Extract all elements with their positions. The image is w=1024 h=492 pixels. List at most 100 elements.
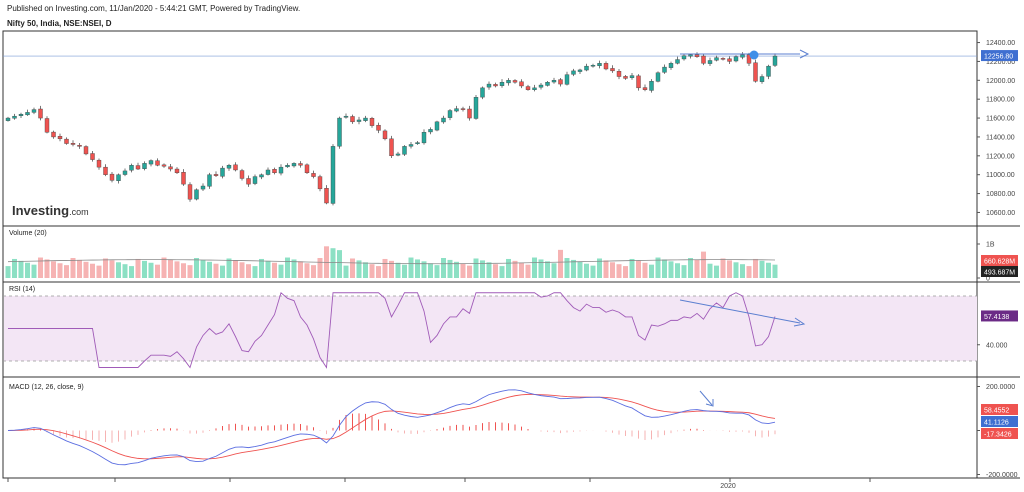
volume-bar — [681, 265, 687, 278]
volume-bar — [467, 265, 472, 278]
candle-body — [473, 97, 479, 119]
candle-body — [727, 58, 732, 62]
candle-body — [649, 81, 654, 91]
volume-bar — [668, 261, 674, 278]
candle-body — [467, 108, 472, 119]
volume-bar — [772, 264, 778, 278]
volume-last-badge: 493.687M — [984, 270, 1015, 277]
macd-hist-badge: -17.3426 — [984, 432, 1012, 439]
volume-bar — [688, 258, 693, 278]
volume-bar — [649, 264, 654, 278]
volume-bar — [103, 258, 108, 278]
candle-body — [551, 80, 557, 83]
candle-body — [538, 84, 544, 88]
volume-bar — [187, 265, 193, 278]
candle-body — [759, 76, 765, 82]
candle-body — [181, 172, 186, 185]
volume-bar — [129, 266, 134, 278]
volume-bar — [285, 257, 290, 278]
volume-bar — [402, 264, 407, 278]
volume-bar — [532, 257, 537, 278]
macd-line — [7, 389, 776, 466]
volume-ma-badge-bg — [981, 255, 1018, 266]
candle-body — [83, 146, 89, 155]
candle-body — [142, 163, 147, 169]
candle-body — [512, 80, 518, 83]
macd-value-badge: 41.1126 — [984, 420, 1009, 427]
volume-bar — [480, 260, 485, 278]
candle-body — [109, 173, 115, 181]
candle-body — [655, 72, 661, 82]
volume-bar — [746, 266, 752, 278]
volume-bar — [675, 263, 680, 278]
last-price-badge: 12256.80 — [984, 54, 1013, 61]
volume-bar — [636, 260, 641, 278]
rsi-value-badge-bg — [981, 310, 1018, 322]
logo-main: Investing — [12, 203, 70, 218]
volume-bar — [291, 259, 297, 278]
candle-body — [545, 81, 550, 86]
candle-body — [733, 56, 739, 62]
volume-bar — [25, 262, 30, 278]
volume-bar — [252, 266, 258, 278]
volume-bar — [571, 259, 576, 278]
volume-bar — [441, 258, 446, 278]
volume-bar — [83, 261, 89, 278]
volume-bar — [525, 264, 531, 278]
candle-body — [525, 86, 531, 90]
volume-bar — [194, 258, 199, 278]
volume-bar — [207, 261, 212, 278]
candle-body — [207, 174, 212, 187]
volume-bar — [304, 263, 310, 278]
volume-bar — [64, 265, 69, 278]
candle-body — [369, 118, 375, 126]
volume-bar — [623, 266, 628, 278]
volume-last-badge-bg — [981, 266, 1018, 277]
candle-body — [278, 166, 284, 174]
candle-body — [311, 173, 316, 177]
volume-bar — [51, 261, 56, 278]
candle-body — [577, 69, 583, 72]
candle-body — [70, 143, 76, 145]
macd-value-badge-bg — [981, 416, 1018, 427]
candle-body — [675, 59, 680, 64]
volume-ma-line — [7, 259, 776, 265]
volume-bar — [12, 258, 17, 278]
candle-body — [480, 87, 485, 98]
candle-body — [597, 63, 602, 66]
volume-bar — [740, 264, 745, 278]
volume-bar — [545, 261, 550, 278]
volume-bar — [122, 264, 128, 278]
price-tick-label: 11600.00 — [986, 116, 1015, 123]
volume-bar — [298, 261, 303, 278]
candle-body — [187, 184, 193, 200]
volume-bar — [753, 258, 758, 278]
candle-body — [421, 132, 427, 144]
price-tick-label: 10600.00 — [986, 210, 1015, 217]
candle-body — [44, 118, 50, 133]
candle-body — [363, 117, 368, 121]
signal-line — [7, 393, 776, 460]
volume-bar — [389, 260, 394, 278]
candle-body — [441, 117, 446, 123]
volume-bar — [226, 258, 232, 278]
volume-bar — [558, 249, 563, 278]
volume-bar — [434, 265, 440, 278]
rsi-band — [4, 296, 977, 361]
candle-body — [662, 66, 667, 73]
volume-bar — [5, 266, 11, 278]
volume-bar — [259, 258, 264, 278]
candle-body — [616, 71, 622, 77]
volume-bar — [239, 262, 245, 278]
candle-body — [51, 131, 56, 138]
price-tick-label: 12000.00 — [986, 78, 1015, 85]
candle-body — [285, 165, 290, 168]
volume-bar — [766, 262, 771, 278]
volume-bar — [584, 263, 589, 278]
candle-body — [694, 54, 700, 57]
investing-logo: Investing.com — [12, 203, 89, 218]
candle-body — [155, 160, 160, 166]
volume-bar — [720, 258, 726, 278]
candle-body — [642, 87, 648, 90]
